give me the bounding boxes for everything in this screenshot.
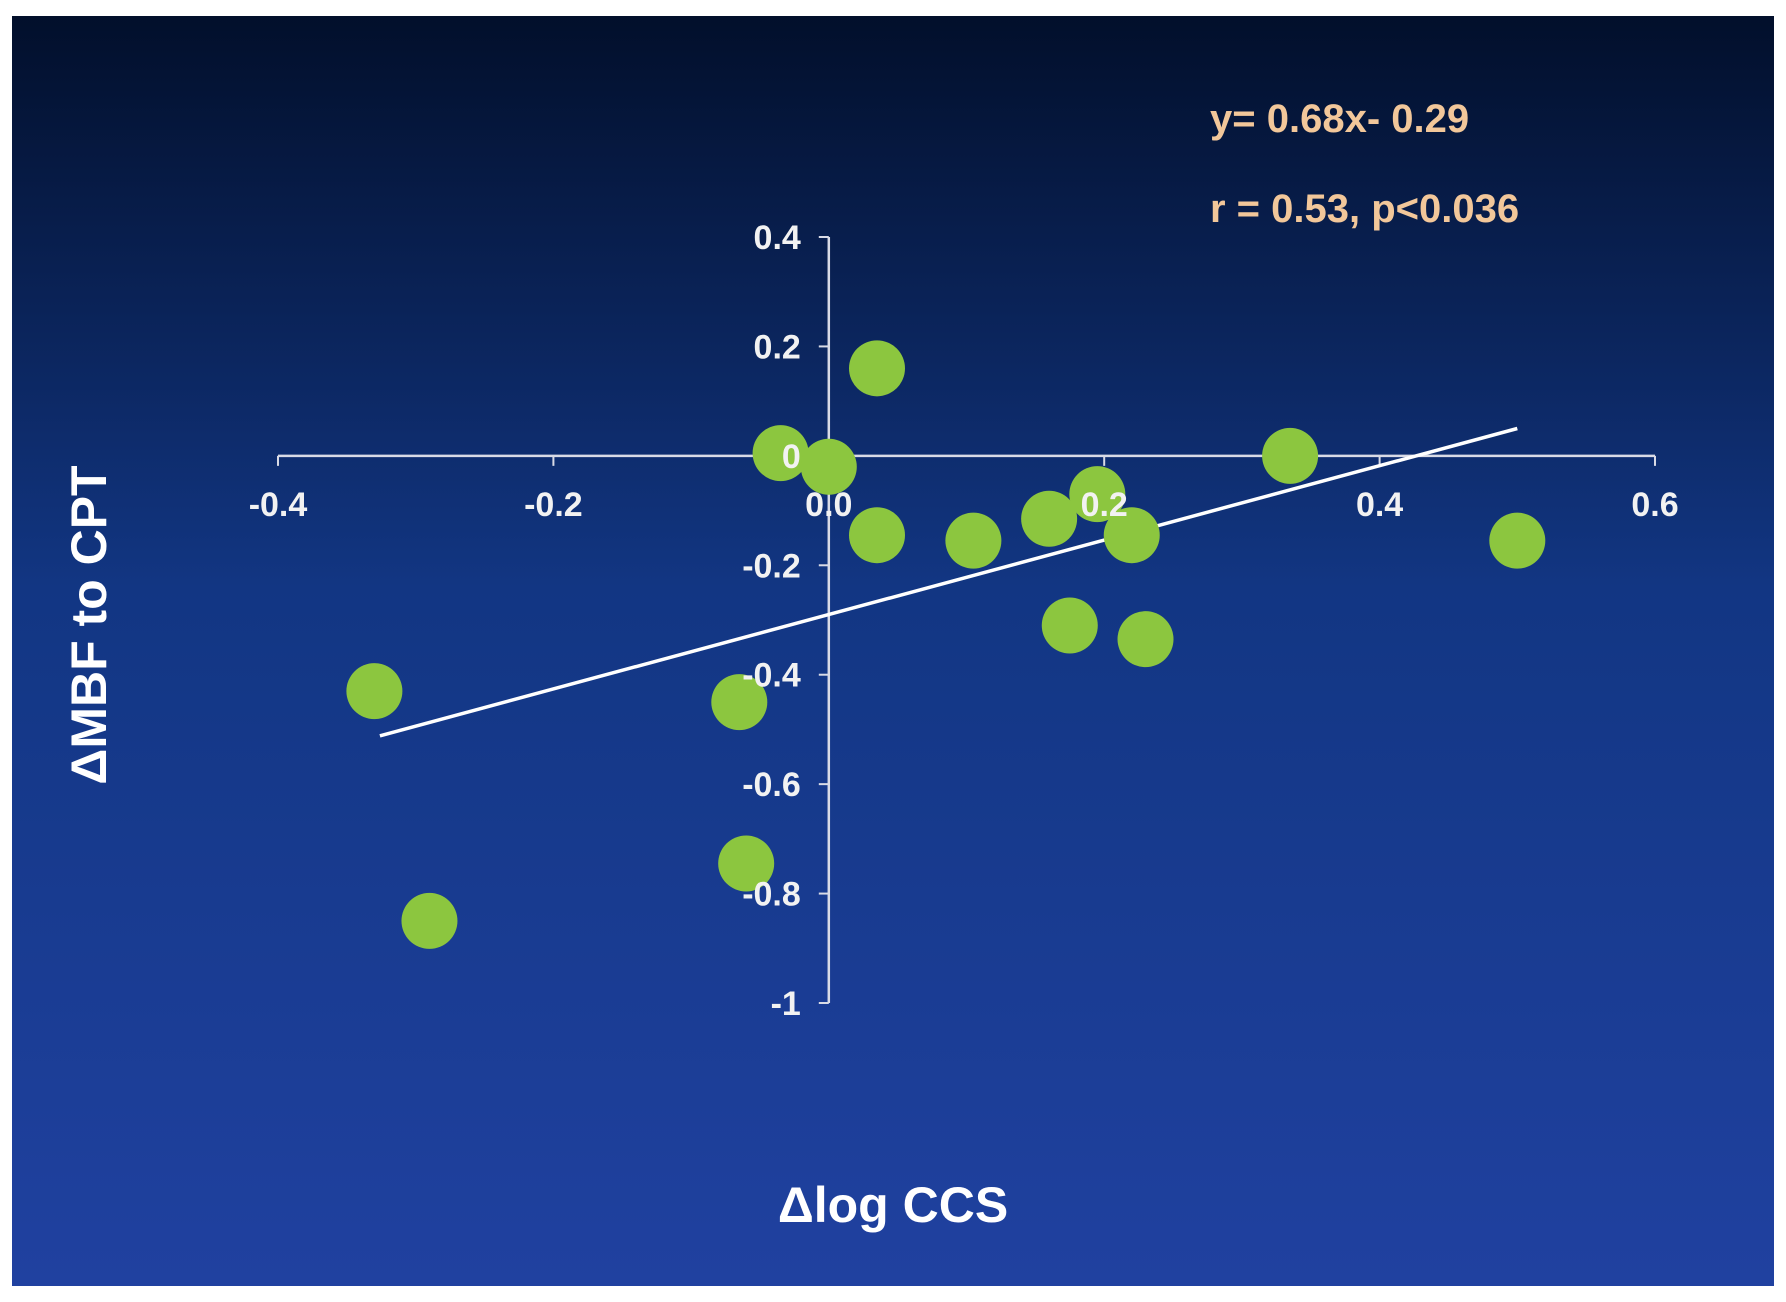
- data-point: [752, 425, 809, 482]
- y-axis-title: ΔMBF to CPT: [61, 465, 117, 784]
- x-tick-label: 0.6: [1631, 486, 1678, 524]
- data-point: [1489, 512, 1546, 569]
- data-point: [401, 892, 458, 949]
- y-tick-label: -0.8: [742, 876, 801, 914]
- tick-labels: -0.4 -0.2 0.0 0.2 0.4 0.60.40.20-0.2-0.4-0.6-…: [249, 219, 1679, 1023]
- data-point: [945, 512, 1002, 569]
- axes: [277, 236, 1656, 1004]
- data-point: [848, 507, 905, 564]
- y-tick-label: 0.2: [754, 328, 801, 366]
- y-tick-label: 0: [782, 438, 801, 476]
- x-tick-label: 0.0: [805, 486, 852, 524]
- data-point: [1069, 466, 1126, 523]
- x-tick-label: 0.2: [1081, 486, 1128, 524]
- data-point: [718, 835, 775, 892]
- x-tick-label: 0.4: [1356, 486, 1403, 524]
- x-tick-label: -0.2: [524, 486, 583, 524]
- y-tick-label: 0.4: [754, 219, 801, 257]
- equation-annotation: y= 0.68x- 0.29: [1210, 97, 1469, 141]
- x-tick-label: -0.4: [249, 486, 308, 524]
- points-layer: [346, 340, 1546, 949]
- data-point: [1041, 597, 1098, 654]
- y-tick-label: -0.6: [742, 766, 801, 804]
- data-point: [1103, 507, 1160, 564]
- data-point: [1262, 427, 1319, 484]
- trendline: [379, 426, 1518, 738]
- data-point: [346, 663, 403, 720]
- y-tick-label: -1: [771, 985, 801, 1023]
- data-point: [848, 340, 905, 397]
- data-point: [711, 674, 768, 731]
- data-point: [800, 438, 857, 495]
- data-point: [1117, 611, 1174, 668]
- y-tick-label: -0.4: [742, 657, 801, 695]
- trendline-layer: [379, 426, 1518, 738]
- stats-annotation: r = 0.53, p<0.036: [1210, 187, 1519, 231]
- y-tick-label: -0.2: [742, 547, 801, 585]
- chart-background: [12, 16, 1774, 1286]
- x-axis-title: Δlog CCS: [778, 1177, 1008, 1233]
- data-point: [1021, 490, 1078, 547]
